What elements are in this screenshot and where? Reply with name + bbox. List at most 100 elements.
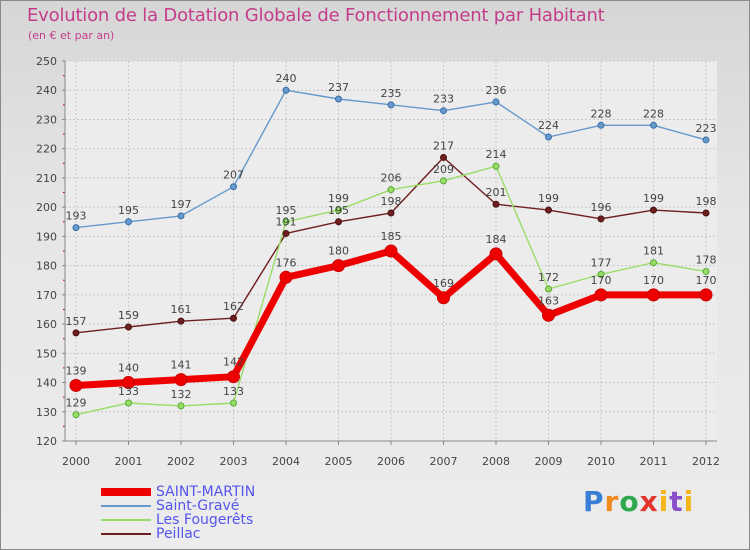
point-saint-grave-2005 <box>335 95 342 103</box>
data-label-saint-grave-2000: 193 <box>66 210 87 223</box>
data-label-les-fougerets-2001: 133 <box>118 385 139 398</box>
data-label-les-fougerets-2009: 172 <box>538 271 559 284</box>
data-label-saint-grave-2002: 197 <box>171 198 192 211</box>
point-saint-martin-2001 <box>122 376 135 390</box>
point-saint-martin-2009 <box>542 308 555 322</box>
point-saint-grave-2002 <box>177 212 185 220</box>
point-peillac-2008 <box>492 200 500 208</box>
point-les-fougerets-2012 <box>702 267 710 275</box>
y-tick-label-250: 250 <box>36 55 57 68</box>
point-les-fougerets-2009 <box>545 285 552 293</box>
point-saint-grave-2006 <box>387 101 395 109</box>
data-label-saint-martin-2008: 184 <box>486 233 507 246</box>
data-label-saint-grave-2007: 233 <box>433 93 454 106</box>
point-saint-martin-2006 <box>384 244 398 258</box>
x-tick-label-2002: 2002 <box>167 455 195 468</box>
point-peillac-2006 <box>387 209 395 217</box>
data-label-les-fougerets-2008: 214 <box>486 148 507 161</box>
data-label-saint-martin-2010: 170 <box>591 274 612 287</box>
y-tick-label-220: 220 <box>36 143 57 156</box>
point-saint-martin-2010 <box>594 288 608 302</box>
y-tick-label-180: 180 <box>36 260 57 273</box>
point-les-fougerets-2008 <box>492 162 500 170</box>
point-peillac-2004 <box>282 229 290 237</box>
data-label-les-fougerets-2006: 206 <box>381 172 402 185</box>
data-label-peillac-2009: 199 <box>538 192 559 205</box>
data-label-peillac-2002: 161 <box>171 303 192 316</box>
data-label-peillac-2004: 191 <box>276 215 297 228</box>
data-label-peillac-2003: 162 <box>223 300 244 313</box>
point-peillac-2010 <box>597 215 605 223</box>
y-tick-label-150: 150 <box>36 347 57 360</box>
point-les-fougerets-2002 <box>177 402 185 410</box>
point-peillac-2003 <box>230 314 237 322</box>
data-label-peillac-2006: 198 <box>381 195 402 208</box>
data-label-peillac-2008: 201 <box>486 186 507 199</box>
point-saint-grave-2001 <box>125 218 132 226</box>
data-label-peillac-2007: 217 <box>433 139 454 152</box>
data-label-saint-grave-2001: 195 <box>118 204 139 217</box>
point-saint-martin-2005 <box>332 259 345 273</box>
point-saint-grave-2004 <box>282 86 290 94</box>
point-les-fougerets-2000 <box>72 411 80 419</box>
chart-subtitle: (en € et par an) <box>28 29 115 42</box>
data-label-les-fougerets-2000: 129 <box>66 397 87 410</box>
data-label-saint-grave-2003: 207 <box>223 169 244 182</box>
point-saint-grave-2011 <box>650 121 657 129</box>
point-les-fougerets-2006 <box>387 186 395 194</box>
point-saint-martin-2004 <box>279 270 293 284</box>
point-saint-grave-2003 <box>230 183 237 191</box>
x-tick-label-2005: 2005 <box>325 455 353 468</box>
legend-label-peillac: Peillac <box>156 526 201 542</box>
x-tick-label-2001: 2001 <box>115 455 143 468</box>
x-tick-label-2003: 2003 <box>220 455 248 468</box>
y-tick-label-200: 200 <box>36 201 57 214</box>
point-les-fougerets-2004 <box>282 218 290 226</box>
y-tick-label-210: 210 <box>36 172 57 185</box>
point-saint-grave-2007 <box>440 107 447 115</box>
data-label-peillac-2011: 199 <box>643 192 664 205</box>
point-peillac-2002 <box>177 317 185 325</box>
data-label-peillac-2005: 195 <box>328 204 349 217</box>
data-label-saint-martin-2007: 169 <box>433 277 454 290</box>
y-tick-label-130: 130 <box>36 406 57 419</box>
x-tick-label-2006: 2006 <box>377 455 405 468</box>
legend-swatch-les-fougerets <box>101 519 151 521</box>
data-label-saint-grave-2009: 224 <box>538 119 559 132</box>
data-label-saint-martin-2002: 141 <box>171 359 192 372</box>
point-saint-martin-2002 <box>174 373 188 387</box>
point-saint-grave-2010 <box>597 121 605 129</box>
data-label-les-fougerets-2002: 132 <box>171 388 192 401</box>
data-label-saint-martin-2009: 163 <box>538 294 559 307</box>
data-label-saint-martin-2006: 185 <box>381 230 402 243</box>
point-peillac-2005 <box>335 218 342 226</box>
point-les-fougerets-2011 <box>650 259 657 267</box>
point-les-fougerets-2003 <box>230 399 237 407</box>
point-peillac-2009 <box>545 206 552 214</box>
point-peillac-2000 <box>72 329 80 337</box>
y-tick-label-160: 160 <box>36 318 57 331</box>
point-saint-martin-2011 <box>647 288 660 302</box>
point-les-fougerets-2010 <box>597 270 605 278</box>
y-tick-label-230: 230 <box>36 113 57 126</box>
data-label-les-fougerets-2007: 209 <box>433 163 454 176</box>
data-label-saint-grave-2004: 240 <box>276 72 297 85</box>
point-les-fougerets-2007 <box>440 177 447 185</box>
x-tick-label-2011: 2011 <box>640 455 668 468</box>
y-tick-label-140: 140 <box>36 377 57 390</box>
x-tick-label-2010: 2010 <box>587 455 615 468</box>
x-tick-label-2008: 2008 <box>482 455 510 468</box>
data-label-saint-grave-2011: 228 <box>643 107 664 120</box>
y-tick-label-120: 120 <box>36 435 57 448</box>
legend-swatch-saint-grave <box>101 505 151 507</box>
point-les-fougerets-2001 <box>125 399 132 407</box>
data-label-saint-martin-2003: 142 <box>223 356 244 369</box>
chart-title: Evolution de la Dotation Globale de Fonc… <box>27 5 605 26</box>
data-label-les-fougerets-2010: 177 <box>591 256 612 269</box>
data-label-saint-martin-2001: 140 <box>118 362 139 375</box>
legend-label-les-fougerets: Les Fougerêts <box>156 512 254 528</box>
legend-label-saint-grave: Saint-Gravé <box>156 498 240 514</box>
data-label-saint-martin-2004: 176 <box>276 256 297 269</box>
point-saint-martin-2000 <box>69 378 83 392</box>
